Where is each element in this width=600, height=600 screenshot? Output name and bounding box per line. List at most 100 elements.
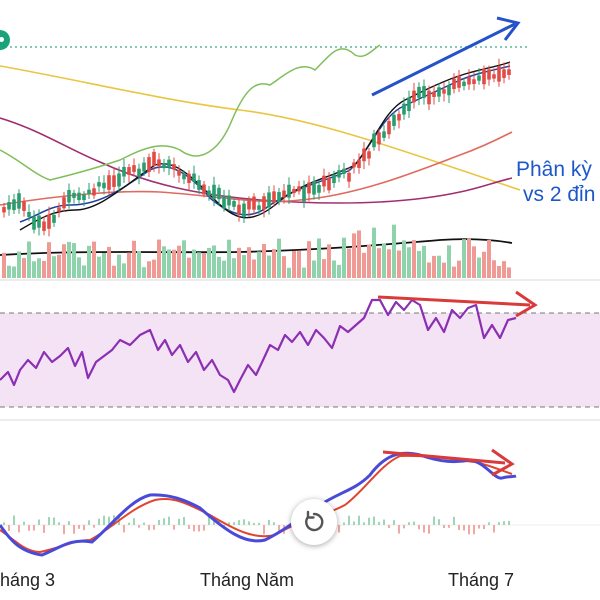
macd-histogram-bar bbox=[378, 521, 380, 525]
volume-bar bbox=[332, 260, 336, 278]
candle-body bbox=[462, 81, 466, 87]
macd-histogram-bar bbox=[393, 520, 395, 525]
candle-body bbox=[197, 180, 201, 190]
volume-bar bbox=[312, 260, 316, 278]
reset-rotate-icon bbox=[305, 510, 324, 532]
volume-bar bbox=[217, 256, 221, 278]
candle-body bbox=[392, 114, 396, 126]
candle-body bbox=[52, 214, 56, 223]
volume-bar bbox=[212, 245, 216, 278]
volume-bar bbox=[37, 258, 41, 278]
macd-histogram-bar bbox=[268, 519, 270, 525]
rsi-band bbox=[0, 313, 600, 407]
macd-histogram-bar bbox=[203, 525, 205, 531]
volume-bar bbox=[62, 244, 66, 278]
volume-bar bbox=[127, 252, 131, 278]
volume-bar bbox=[297, 251, 301, 278]
candle-body bbox=[192, 173, 196, 182]
volume-bar bbox=[387, 249, 391, 278]
candle-body bbox=[77, 192, 81, 201]
candle-body bbox=[302, 186, 306, 202]
volume-bar bbox=[377, 248, 381, 278]
candle-body bbox=[127, 167, 131, 175]
macd-histogram-bar bbox=[8, 525, 10, 531]
macd-histogram-bar bbox=[108, 516, 110, 525]
volume-bar bbox=[52, 256, 56, 278]
candle-body bbox=[497, 66, 501, 82]
candle-body bbox=[182, 174, 186, 180]
x-axis-label-may: Tháng Năm bbox=[200, 570, 295, 590]
candle-body bbox=[97, 182, 101, 187]
candle-body bbox=[217, 187, 221, 200]
macd-histogram-bar bbox=[173, 525, 175, 530]
candle-body bbox=[397, 113, 401, 121]
volume-bar bbox=[407, 247, 411, 278]
volume-bar bbox=[157, 239, 161, 278]
ma-50-line bbox=[0, 131, 513, 206]
candle-body bbox=[412, 90, 416, 103]
volume-bar bbox=[232, 258, 236, 278]
volume-bar bbox=[27, 241, 31, 278]
volume-bar bbox=[227, 239, 231, 278]
divergence-annotation-line2: vs 2 đỉn bbox=[523, 183, 596, 206]
candle-body bbox=[372, 133, 376, 148]
macd-divergence-arrowhead bbox=[491, 448, 515, 477]
volume-bar bbox=[307, 241, 311, 278]
macd-histogram-bar bbox=[258, 522, 260, 525]
candle-body bbox=[242, 203, 246, 217]
macd-histogram-bar bbox=[83, 525, 85, 531]
macd-histogram-bar bbox=[493, 525, 495, 533]
volume-bar bbox=[477, 257, 481, 278]
macd-histogram-bar bbox=[403, 525, 405, 529]
candle-body bbox=[457, 75, 461, 88]
volume-bar bbox=[412, 240, 416, 278]
rsi-divergence-arrow bbox=[377, 295, 531, 307]
macd-histogram-bar bbox=[78, 525, 80, 529]
reset-zoom-button[interactable] bbox=[291, 499, 337, 545]
volume-bar bbox=[177, 245, 181, 278]
candle-body bbox=[362, 148, 366, 162]
macd-histogram-bar bbox=[433, 516, 435, 525]
candlestick-series bbox=[2, 58, 511, 237]
x-axis-label-july: Tháng 7 bbox=[448, 570, 515, 590]
green-dot-marker-icon[interactable] bbox=[0, 30, 10, 50]
macd-histogram-bar bbox=[438, 519, 440, 525]
macd-histogram-bar bbox=[368, 517, 370, 525]
volume-bar bbox=[7, 265, 11, 278]
volume-bar bbox=[267, 255, 271, 278]
volume-bar bbox=[77, 257, 81, 278]
candle-body bbox=[257, 205, 261, 210]
macd-histogram-bar bbox=[408, 522, 410, 525]
macd-histogram-bar bbox=[178, 518, 180, 525]
volume-bar bbox=[257, 251, 261, 278]
candle-body bbox=[137, 168, 141, 177]
rsi-divergence-arrowhead bbox=[515, 290, 538, 318]
volume-bar bbox=[197, 252, 201, 278]
macd-histogram-bar bbox=[443, 525, 445, 528]
candle-body bbox=[12, 199, 16, 211]
volume-bar bbox=[112, 265, 116, 278]
volume-bar bbox=[17, 251, 21, 278]
macd-histogram-bar bbox=[13, 515, 15, 525]
candle-body bbox=[122, 166, 126, 177]
volume-bar bbox=[117, 254, 121, 278]
volume-bar bbox=[122, 263, 126, 278]
candle-body bbox=[357, 159, 361, 168]
volume-bar bbox=[437, 255, 441, 278]
volume-bar bbox=[132, 240, 136, 278]
x-axis-label-march: háng 3 bbox=[0, 570, 56, 590]
macd-histogram-bar bbox=[188, 525, 190, 529]
volume-bar bbox=[462, 239, 466, 278]
candle-body bbox=[82, 194, 86, 201]
macd-histogram-bar bbox=[453, 516, 455, 525]
candle-body bbox=[142, 162, 146, 172]
candle-body bbox=[467, 77, 471, 85]
macd-histogram-bar bbox=[208, 515, 210, 525]
candle-body bbox=[177, 170, 181, 176]
macd-histogram-bar bbox=[243, 519, 245, 525]
volume-bars bbox=[2, 224, 511, 278]
volume-bar bbox=[422, 245, 426, 278]
candle-body bbox=[187, 173, 191, 183]
candle-body bbox=[2, 207, 6, 213]
candle-body bbox=[327, 178, 331, 191]
